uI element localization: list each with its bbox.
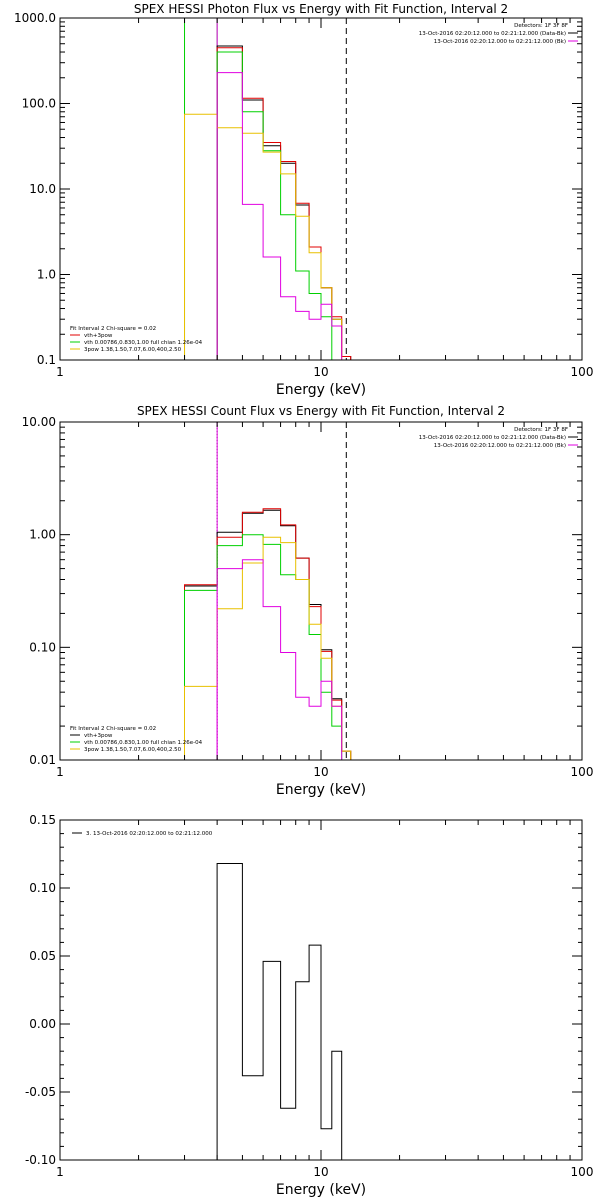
series-line-4 xyxy=(216,559,343,760)
y-tick-label: 0.05 xyxy=(29,949,56,963)
legend-entry-label: 13-Oct-2016 02:20:12.000 to 02:21:12.000… xyxy=(419,435,566,441)
fit-legend-label: vth+3pow xyxy=(84,733,113,739)
legend-title: Detectors: 1F 3F 8F xyxy=(514,23,568,29)
legend-entry-label: 13-Oct-2016 02:20:12.000 to 02:21:12.000… xyxy=(419,31,566,37)
x-tick-label: 100 xyxy=(571,765,594,779)
x-tick-label: 1 xyxy=(56,765,64,779)
series-line-0 xyxy=(216,863,343,1160)
plot-area xyxy=(216,863,343,1160)
x-tick-label: 100 xyxy=(571,365,594,379)
fit-legend-label: vth+3pow xyxy=(84,333,113,339)
y-tick-label: 0.01 xyxy=(29,753,56,767)
series-line-2 xyxy=(216,51,333,360)
series-line-4 xyxy=(216,72,351,360)
legend-title: Detectors: 1F 3F 8F xyxy=(514,427,568,433)
chart-title: SPEX HESSI Photon Flux vs Energy with Fi… xyxy=(134,2,508,16)
y-tick-label: 10.0 xyxy=(29,182,56,196)
x-tick-label: 10 xyxy=(313,765,328,779)
legend-entry-label: 13-Oct-2016 02:20:12.000 to 02:21:12.000… xyxy=(434,443,566,449)
y-tick-label: 0.10 xyxy=(29,881,56,895)
count-flux-panel: SPEX HESSI Count Flux vs Energy with Fit… xyxy=(22,404,594,798)
y-tick-label: 0.1 xyxy=(37,353,56,367)
fit-legend-label: 3pow 1.38,1.50,7.07,6.00,400,2.50 xyxy=(84,747,182,753)
x-tick-label: 10 xyxy=(313,365,328,379)
x-tick-label: 1 xyxy=(56,365,64,379)
y-tick-label: 0.10 xyxy=(29,640,56,654)
y-tick-label: 1.00 xyxy=(29,528,56,542)
y-tick-label: 100.0 xyxy=(22,97,56,111)
x-tick-label: 1 xyxy=(56,1165,64,1179)
series-line-0 xyxy=(184,509,352,760)
legend-entry-label: 13-Oct-2016 02:20:12.000 to 02:21:12.000… xyxy=(434,39,566,45)
y-tick-label: 0.15 xyxy=(29,813,56,827)
series-line-2 xyxy=(184,534,343,760)
fit-legend-label: vth 0.00786,0.830,1.00 full chian 1.26e-… xyxy=(84,340,203,346)
plot-area xyxy=(184,18,352,360)
fit-legend-title: Fit Interval 2 Chi-square = 0.02 xyxy=(70,726,156,732)
x-axis-label: Energy (keV) xyxy=(276,382,366,398)
y-tick-label: 10.00 xyxy=(22,415,56,429)
y-tick-label: -0.05 xyxy=(25,1085,56,1099)
fit-legend-label: 3pow 1.38,1.50,7.07,6.00,400,2.50 xyxy=(84,347,182,353)
residuals-panel: 1 10 100 -0.10 -0.05 0.00 0.05 0.10 0.15 Energy (… xyxy=(25,813,594,1198)
y-tick-label: 0.00 xyxy=(29,1017,56,1031)
series-line-3 xyxy=(184,536,352,760)
chart-title: SPEX HESSI Count Flux vs Energy with Fit… xyxy=(137,404,505,418)
x-tick-label: 100 xyxy=(571,1165,594,1179)
axes-frame xyxy=(59,421,583,761)
x-tick-label: 10 xyxy=(313,1165,328,1179)
plot-area xyxy=(184,422,352,760)
x-axis-label: Energy (keV) xyxy=(276,782,366,798)
photon-flux-panel: SPEX HESSI Photon Flux vs Energy with Fi… xyxy=(14,2,593,398)
series-line-1 xyxy=(216,47,352,360)
series-line-0 xyxy=(216,45,352,360)
y-tick-label: 1000.0 xyxy=(14,11,56,25)
fit-legend-label: vth 0.00786,0.830,1.00 full chian 1.26e-… xyxy=(84,740,203,746)
fit-legend-title: Fit Interval 2 Chi-square = 0.02 xyxy=(70,326,156,332)
series-line-1 xyxy=(184,508,352,760)
x-axis-label: Energy (keV) xyxy=(276,1182,366,1198)
legend-entry-label: 3. 13-Oct-2016 02:20:12.000 to 02:21:12.… xyxy=(86,831,213,837)
y-tick-label: 1.0 xyxy=(37,268,56,282)
y-tick-label: -0.10 xyxy=(25,1153,56,1167)
